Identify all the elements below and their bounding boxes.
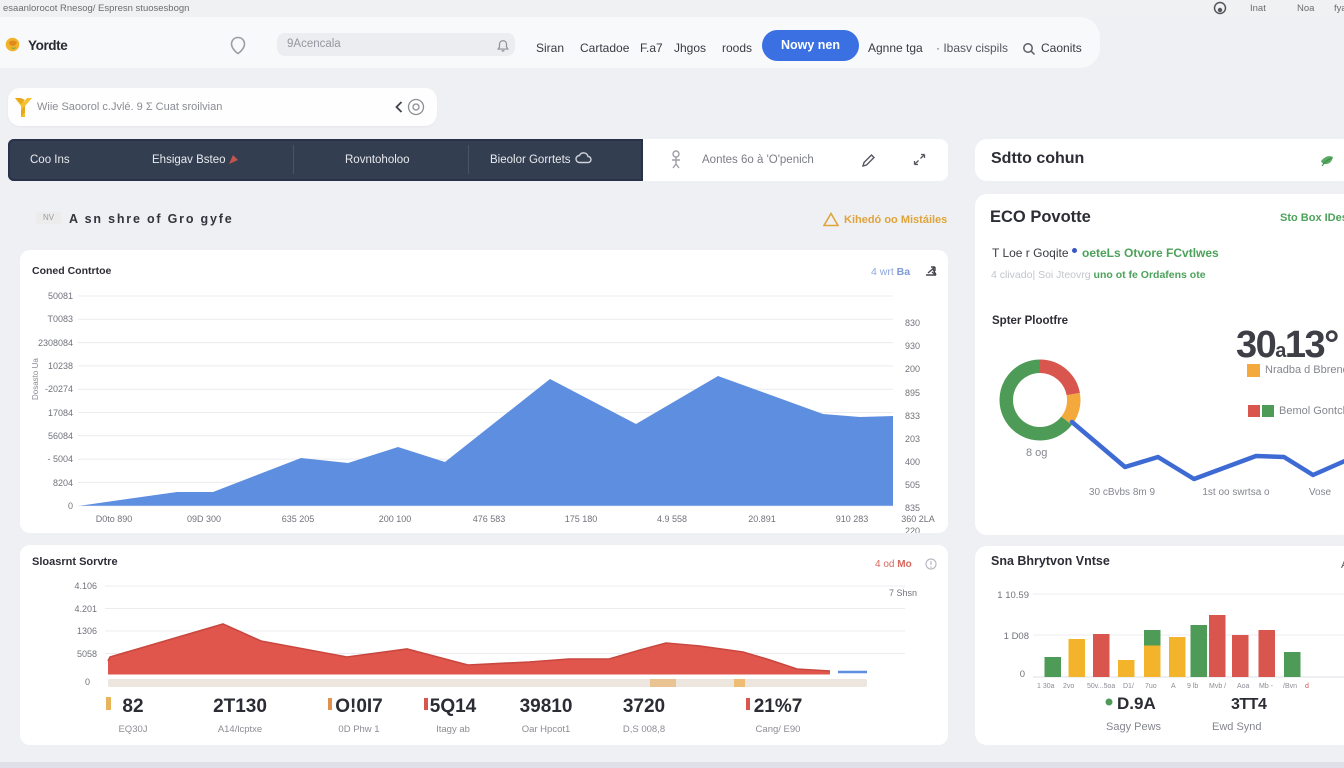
svg-text:D0to 890: D0to 890 — [96, 514, 133, 524]
svg-text:82: 82 — [122, 696, 143, 717]
svg-text:Mb -: Mb - — [1259, 683, 1274, 690]
svg-text:360 2LA: 360 2LA — [901, 514, 935, 524]
svg-text:1 30a: 1 30a — [1037, 683, 1055, 690]
svg-text:5Q14: 5Q14 — [430, 696, 477, 717]
svg-text:56084: 56084 — [48, 431, 73, 441]
svg-text:39810: 39810 — [520, 696, 573, 717]
svg-text:3TT4: 3TT4 — [1231, 696, 1267, 713]
svg-text:175 180: 175 180 — [565, 514, 598, 524]
svg-text:T0083: T0083 — [47, 314, 73, 324]
svg-text:Oar Hpcot1: Oar Hpcot1 — [522, 724, 571, 735]
svg-text:10238: 10238 — [48, 361, 73, 371]
svg-text:5058: 5058 — [77, 649, 97, 659]
svg-text:D1/: D1/ — [1123, 683, 1134, 690]
svg-text:50081: 50081 — [48, 291, 73, 301]
svg-text:203: 203 — [905, 434, 920, 444]
svg-text:0: 0 — [85, 677, 90, 687]
svg-text:4.106: 4.106 — [74, 581, 97, 591]
svg-text:8 og: 8 og — [1026, 447, 1047, 459]
svg-text:835: 835 — [905, 503, 920, 513]
svg-text:D,S 008,8: D,S 008,8 — [623, 724, 665, 735]
svg-text:1 10.59: 1 10.59 — [997, 590, 1029, 601]
svg-text:Cang/ E90: Cang/ E90 — [756, 724, 801, 735]
svg-text:895: 895 — [905, 388, 920, 398]
svg-text:833: 833 — [905, 411, 920, 421]
svg-text:2308084: 2308084 — [38, 338, 73, 348]
svg-text:O!0I7: O!0I7 — [335, 696, 383, 717]
svg-text:0: 0 — [1020, 669, 1025, 680]
svg-text:400: 400 — [905, 457, 920, 467]
svg-text:2T130: 2T130 — [213, 696, 267, 717]
svg-text:A14/lcptxe: A14/lcptxe — [218, 724, 262, 735]
svg-text:- 5004: - 5004 — [47, 454, 73, 464]
svg-text:8204: 8204 — [53, 478, 73, 488]
svg-text:A: A — [1171, 683, 1176, 690]
svg-text:Aoa: Aoa — [1237, 683, 1250, 690]
svg-text:200: 200 — [905, 364, 920, 374]
svg-text:1st oo swrtsa o: 1st oo swrtsa o — [1202, 487, 1270, 498]
svg-text:4.201: 4.201 — [74, 604, 97, 614]
svg-text:-20274: -20274 — [45, 384, 73, 394]
svg-text:EQ30J: EQ30J — [118, 724, 147, 735]
svg-text:0D Phw 1: 0D Phw 1 — [338, 724, 379, 735]
svg-text:830: 830 — [905, 318, 920, 328]
svg-text:20.891: 20.891 — [748, 514, 776, 524]
svg-text:220: 220 — [905, 526, 920, 533]
svg-text:D.9A: D.9A — [1117, 694, 1156, 713]
svg-text:50v...5oa: 50v...5oa — [1087, 683, 1115, 690]
svg-text:635 205: 635 205 — [282, 514, 315, 524]
svg-text:Dosasto Ua: Dosasto Ua — [31, 358, 40, 400]
svg-text:9 lb: 9 lb — [1187, 683, 1198, 690]
svg-text:930: 930 — [905, 341, 920, 351]
svg-text:17084: 17084 — [48, 408, 73, 418]
svg-text:200 100: 200 100 — [379, 514, 412, 524]
svg-text:Mvb /: Mvb / — [1209, 683, 1226, 690]
svg-text:30 cBvbs 8m 9: 30 cBvbs 8m 9 — [1089, 487, 1156, 498]
svg-text:/Bvn: /Bvn — [1283, 683, 1297, 690]
svg-text:0: 0 — [68, 501, 73, 511]
svg-text:1 D08: 1 D08 — [1004, 631, 1029, 642]
svg-text:Vose: Vose — [1309, 487, 1332, 498]
svg-text:Itagy ab: Itagy ab — [436, 724, 470, 735]
svg-text:2vo: 2vo — [1063, 683, 1074, 690]
svg-text:476 583: 476 583 — [473, 514, 506, 524]
svg-text:7uo: 7uo — [1145, 683, 1157, 690]
svg-text:3720: 3720 — [623, 696, 665, 717]
svg-text:Sagy Pews: Sagy Pews — [1106, 721, 1162, 733]
svg-text:4.9 558: 4.9 558 — [657, 514, 687, 524]
svg-text:21%7: 21%7 — [754, 696, 803, 717]
svg-text:505: 505 — [905, 480, 920, 490]
svg-text:09D 300: 09D 300 — [187, 514, 221, 524]
svg-text:7 Shsn: 7 Shsn — [889, 588, 917, 598]
svg-text:d: d — [1305, 683, 1309, 690]
svg-text:Ewd Synd: Ewd Synd — [1212, 721, 1262, 733]
svg-text:1306: 1306 — [77, 626, 97, 636]
svg-text:910 283: 910 283 — [836, 514, 869, 524]
